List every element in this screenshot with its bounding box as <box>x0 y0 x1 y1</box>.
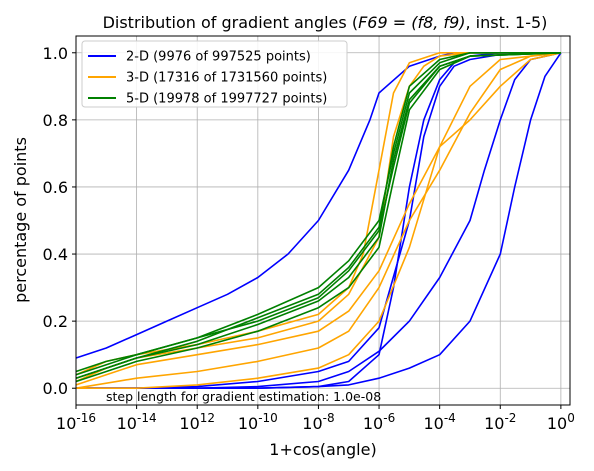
x-axis-label: 1+cos(angle) <box>269 440 376 459</box>
chart-title: Distribution of gradient angles (F69 = (… <box>103 13 548 32</box>
series-line-2-4 <box>75 52 561 389</box>
legend-label: 3-D (17316 of 1731560 points) <box>126 71 327 86</box>
y-tick-label: 0.8 <box>43 111 68 130</box>
legend-label: 5-D (19978 of 1997727 points) <box>126 92 327 107</box>
series-line-3-5 <box>75 52 561 376</box>
x-tick-base: 10 <box>547 414 567 433</box>
series-line-2-5 <box>76 52 561 390</box>
y-tick-label: 1.0 <box>43 44 68 63</box>
x-tick-exponent: -6 <box>383 411 395 425</box>
chart-title-suffix: , inst. 1-5) <box>465 13 547 32</box>
x-tick-exponent: -2 <box>504 411 516 425</box>
x-tick-exponent: -14 <box>137 411 157 425</box>
x-tick-label: 1012 <box>179 411 215 433</box>
step-length-note: step length for gradient estimation: 1.0… <box>106 389 381 404</box>
x-tick-label: 100 <box>547 411 575 433</box>
x-tick-base: 10 <box>423 414 443 433</box>
x-tick-label: 10-16 <box>56 411 96 433</box>
x-tick-base: 10 <box>238 414 258 433</box>
x-tick-label: 10-14 <box>117 411 157 433</box>
chart-title-formula: F69 = (f8, f9) <box>358 13 465 32</box>
plot-frame <box>75 35 571 406</box>
y-axis-label: percentage of points <box>11 137 30 303</box>
x-tick-base: 10 <box>56 414 76 433</box>
x-tick-exponent: -8 <box>323 411 335 425</box>
legend: 2-D (9976 of 997525 points) 3-D (17316 of… <box>81 40 348 108</box>
x-tick-base: 10 <box>302 414 322 433</box>
series-line-1-4 <box>76 52 562 390</box>
series-line-1-5 <box>76 52 562 390</box>
x-tick-exponent: -16 <box>76 411 96 425</box>
x-tick-base: 10 <box>363 414 383 433</box>
series-line-3-3 <box>75 52 561 383</box>
series-group <box>75 51 562 390</box>
x-tick-label: 10-8 <box>302 411 334 433</box>
x-tick-exponent: -10 <box>258 411 278 425</box>
y-axis-ticks: 0.0 0.2 0.4 0.6 0.8 1.0 <box>43 44 76 398</box>
x-tick-label: 10-4 <box>423 411 455 433</box>
series-line-1-2 <box>76 52 561 390</box>
x-tick-exponent: 12 <box>200 411 215 425</box>
x-tick-exponent: -4 <box>444 411 456 425</box>
x-tick-base: 10 <box>117 414 137 433</box>
legend-box <box>81 40 348 108</box>
x-tick-label: 10-6 <box>363 411 395 433</box>
x-tick-base: 10 <box>179 414 199 433</box>
x-axis-ticks: 10-16 10-14 1012 10-10 10-8 10-6 10-4 10-2 100 <box>56 405 575 433</box>
series-line-2-3 <box>75 52 562 386</box>
y-tick-label: 0.2 <box>43 312 68 331</box>
x-tick-label: 10-2 <box>484 411 516 433</box>
chart-title-prefix: Distribution of gradient angles ( <box>103 13 358 32</box>
series-line-2-1 <box>75 51 561 376</box>
y-tick-label: 0.0 <box>43 379 68 398</box>
x-tick-exponent: 0 <box>567 411 575 425</box>
y-tick-label: 0.6 <box>43 178 68 197</box>
y-tick-label: 0.4 <box>43 245 68 264</box>
x-tick-label: 10-10 <box>238 411 278 433</box>
legend-label: 2-D (9976 of 997525 points) <box>126 50 311 65</box>
x-tick-base: 10 <box>484 414 504 433</box>
series-line-3-4 <box>75 51 561 379</box>
